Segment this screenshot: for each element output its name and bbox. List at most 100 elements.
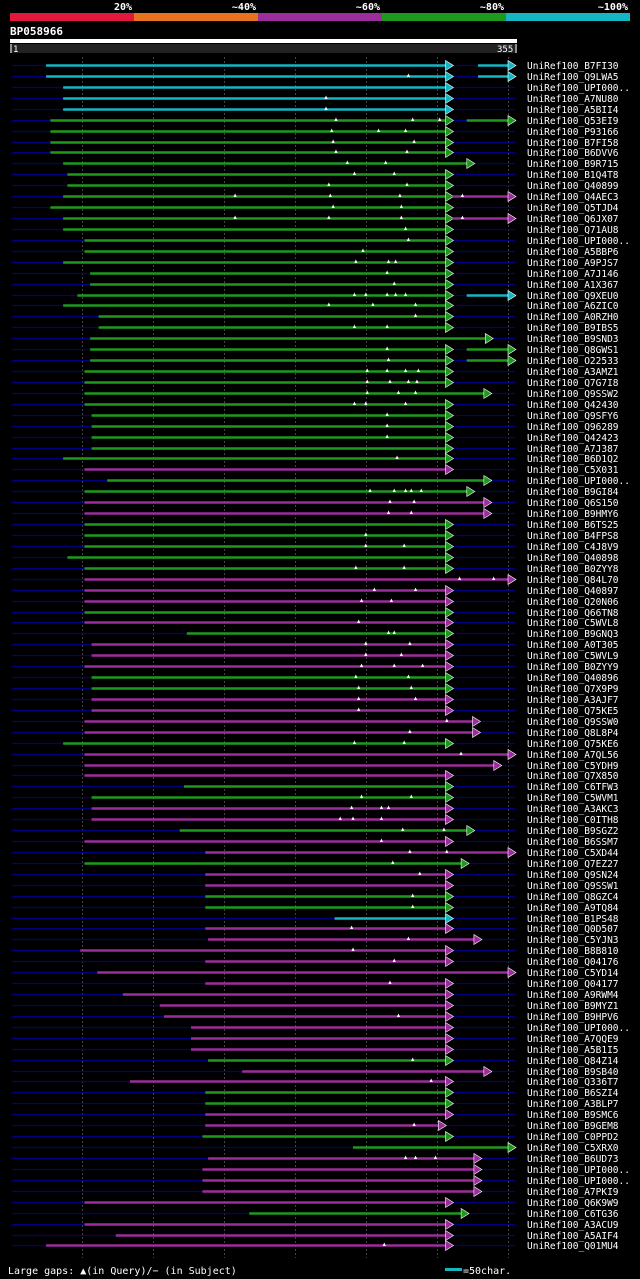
hit-arrow: [472, 726, 482, 739]
query-gap-marker: [351, 947, 355, 951]
query-gap-marker: [379, 816, 384, 820]
hit-arrow: [445, 879, 455, 892]
hit-arrow: [445, 1239, 455, 1252]
hit-arrow: [483, 474, 493, 487]
hit-label: UniRef100_Q40898: [527, 553, 619, 564]
query-gap-marker: [328, 193, 332, 197]
hit-arrow: [445, 737, 455, 750]
query-gap-marker: [392, 171, 396, 175]
hit-label: UniRef100_C5WVL8: [527, 618, 619, 629]
hit-label: UniRef100_Q6JX07: [527, 214, 619, 225]
query-gap-marker: [445, 849, 449, 853]
hit-label: UniRef100_B7FI58: [527, 138, 619, 149]
query-gap-marker: [357, 619, 361, 623]
hit-arrow: [445, 1108, 455, 1121]
hit-arrow: [445, 540, 455, 553]
hit-arrow: [473, 1163, 483, 1176]
query-gap-marker: [324, 95, 328, 99]
hit-arrow: [445, 343, 455, 356]
query-gap-marker: [408, 849, 412, 853]
query-gap-marker: [364, 292, 368, 296]
hit-arrow: [445, 463, 455, 476]
query-gap-marker: [385, 368, 389, 372]
hit-label: UniRef100_Q5TJD4: [527, 203, 619, 214]
query-gap-marker: [354, 259, 358, 263]
hit-label: UniRef100_Q7X9P9: [527, 684, 619, 695]
query-gap-marker: [388, 980, 392, 984]
query-gap-marker: [413, 696, 418, 700]
query-gap-marker: [412, 1122, 416, 1126]
legend-segment-5: [506, 13, 630, 21]
hit-label: UniRef100_UPI000..: [527, 476, 630, 487]
hit-arrow: [472, 715, 482, 728]
hit-arrow: [445, 912, 455, 925]
query-gap-marker: [403, 226, 408, 230]
query-gap-marker: [413, 390, 418, 394]
query-gap-marker: [386, 357, 391, 361]
hit-label: UniRef100_Q01MU4: [527, 1241, 619, 1252]
hit-label: UniRef100_B9HPV6: [527, 1012, 619, 1023]
query-gap-marker: [349, 805, 354, 809]
hit-arrow: [445, 289, 455, 302]
legend-label-5: ~100%: [598, 2, 628, 13]
query-gap-marker: [364, 543, 368, 547]
query-gap-marker: [391, 860, 395, 864]
hit-arrow: [445, 813, 455, 826]
query-gap-marker: [386, 630, 391, 634]
hit-arrow: [445, 606, 455, 619]
hit-arrow: [445, 1021, 455, 1034]
hit-arrow: [445, 420, 455, 433]
hit-arrow: [466, 824, 476, 837]
query-gap-marker: [412, 139, 416, 143]
hit-arrow: [445, 431, 455, 444]
query-gap-marker: [405, 149, 409, 153]
hit-label: UniRef100_B9SGZ2: [527, 826, 619, 837]
hit-arrow: [445, 1043, 455, 1056]
hit-label: UniRef100_Q42430: [527, 400, 619, 411]
hit-label: UniRef100_C0ITH8: [527, 815, 619, 826]
hit-label: UniRef100_C5YDH9: [527, 761, 619, 772]
query-gap-marker: [406, 237, 411, 241]
hit-label: UniRef100_B9IBS5: [527, 323, 619, 334]
query-gap-marker: [352, 171, 357, 175]
query-gap-marker: [385, 434, 389, 438]
hit-arrow: [445, 81, 455, 94]
query-gap-marker: [403, 292, 408, 296]
query-gap-marker: [372, 587, 376, 591]
hit-arrow: [445, 1218, 455, 1231]
hit-arrow: [445, 704, 455, 717]
hit-arrow: [445, 660, 455, 673]
hit-label: UniRef100_Q66TN8: [527, 608, 619, 619]
hit-arrow: [445, 103, 455, 116]
hit-arrow: [507, 1141, 517, 1154]
hit-arrow: [483, 507, 493, 520]
hit-arrow: [445, 944, 455, 957]
hit-arrow: [507, 573, 517, 586]
hit-arrow: [445, 267, 455, 280]
hit-arrow: [445, 168, 455, 181]
hit-label: UniRef100_B9HMY6: [527, 509, 619, 520]
query-gap-marker: [409, 510, 413, 514]
hit-label: UniRef100_A5BII4: [527, 105, 619, 116]
query-gap-marker: [379, 838, 384, 842]
query-gap-marker: [405, 182, 409, 186]
hit-label: UniRef100_P93166: [527, 127, 619, 138]
hit-label: UniRef100_Q96289: [527, 422, 619, 433]
hit-arrow: [445, 562, 455, 575]
hit-arrow: [438, 1119, 447, 1132]
query-gap-marker: [429, 1078, 433, 1082]
query-gap-marker: [359, 598, 364, 602]
hit-label: UniRef100_A9PJS7: [527, 258, 619, 269]
hit-label: UniRef100_C5YJN3: [527, 935, 619, 946]
hit-label: UniRef100_B9SB40: [527, 1067, 619, 1078]
hit-label: UniRef100_C5X031: [527, 465, 619, 476]
hit-arrow: [445, 146, 455, 159]
query-gap-marker: [442, 827, 446, 831]
hit-arrow: [445, 1010, 455, 1023]
query-gap-marker: [384, 160, 388, 164]
query-gap-marker: [492, 576, 496, 580]
query-gap-marker: [392, 958, 396, 962]
query-gap-marker: [376, 128, 381, 132]
query-gap-marker: [445, 718, 449, 722]
query-end-label: 355: [497, 45, 513, 55]
